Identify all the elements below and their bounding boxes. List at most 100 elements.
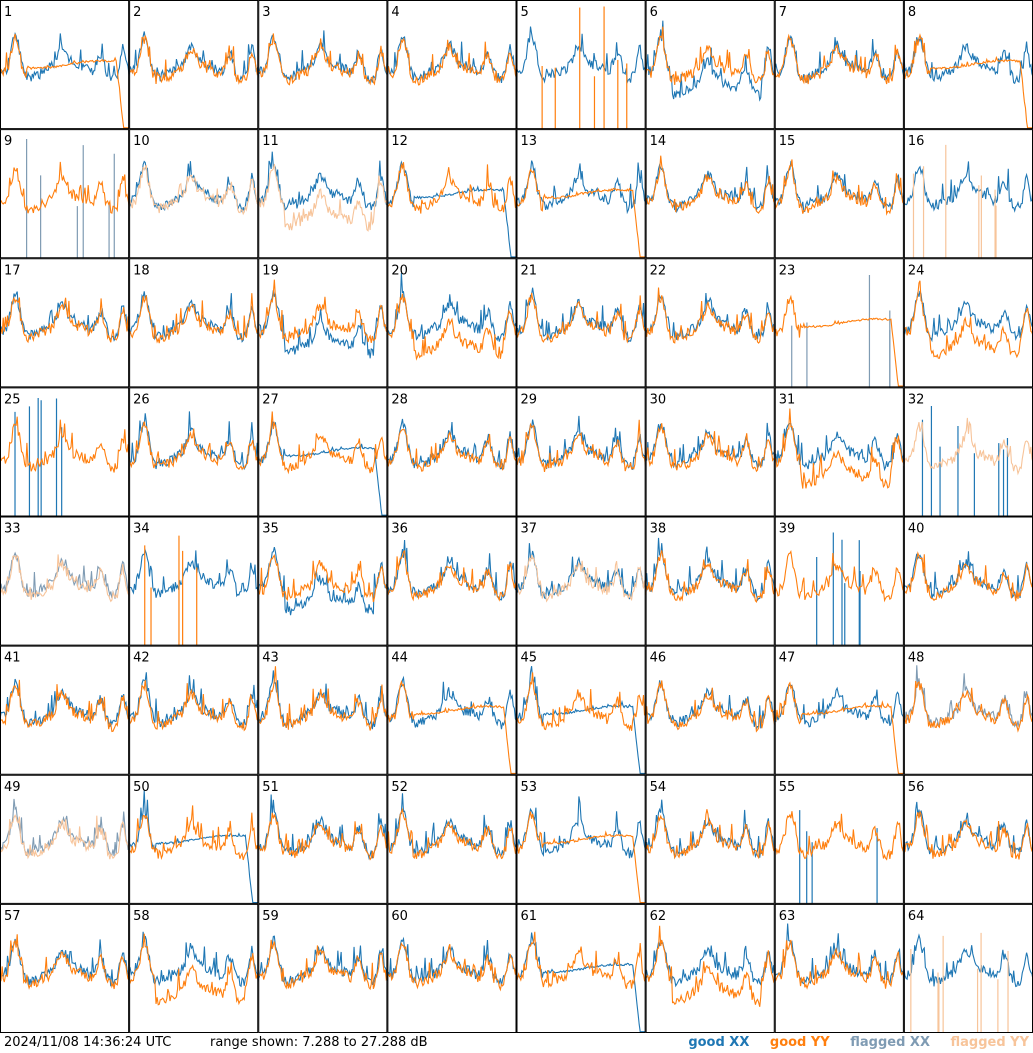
- series-yy-21: [516, 292, 646, 344]
- panel-label: 25: [4, 392, 21, 407]
- series-xx-14: [645, 163, 775, 214]
- panel-56: 56: [903, 774, 1033, 904]
- panel-border: [645, 903, 775, 1033]
- panel-label: 42: [133, 651, 150, 666]
- series-yy-30: [645, 423, 775, 473]
- panel-border: [129, 258, 259, 388]
- panel-border: [774, 645, 904, 775]
- panel-label: 40: [908, 522, 925, 537]
- series-xx-34: [129, 548, 259, 598]
- panel-11: 11: [258, 129, 388, 259]
- series-xx-45: [516, 666, 646, 774]
- panel-34: 34: [129, 516, 259, 646]
- panel-border: [645, 258, 775, 388]
- series-xx-19: [258, 290, 388, 359]
- panel-57: 57: [0, 903, 130, 1033]
- panel-21: 21: [516, 258, 646, 388]
- panel-22: 22: [645, 258, 775, 388]
- panel-label: 29: [521, 392, 538, 407]
- footer-bar: 2024/11/08 14:36:24 UTC range shown: 7.2…: [0, 1033, 1033, 1053]
- series-yy-19: [258, 279, 388, 344]
- series-xx-1: [0, 32, 130, 82]
- panel-label: 53: [521, 780, 538, 795]
- panel-border: [0, 774, 130, 904]
- panel-label: 61: [521, 909, 538, 924]
- panel-border: [129, 129, 259, 259]
- panel-label: 55: [779, 780, 796, 795]
- panel-label: 41: [4, 651, 21, 666]
- panel-label: 39: [779, 522, 796, 537]
- panel-label: 27: [262, 392, 279, 407]
- panel-17: 17: [0, 258, 130, 388]
- series-yy-59: [258, 939, 388, 991]
- panel-60: 60: [387, 903, 517, 1033]
- panel-1: 1: [0, 0, 130, 130]
- panel-12: 12: [387, 129, 517, 259]
- series-xx-31: [774, 423, 904, 472]
- panel-border: [129, 903, 259, 1033]
- panel-label: 3: [262, 5, 270, 20]
- panel-border: [516, 387, 646, 517]
- panel-37: 37: [516, 516, 646, 646]
- panel-label: 18: [133, 263, 150, 278]
- panel-border: [516, 0, 646, 130]
- series-yy-14: [645, 155, 775, 214]
- series-yy-57: [0, 934, 130, 990]
- panel-14: 14: [645, 129, 775, 259]
- series-yy-23: [774, 294, 904, 387]
- panel-border: [387, 129, 517, 259]
- panel-61: 61: [516, 903, 646, 1033]
- series-xx-62: [645, 939, 775, 988]
- panel-13: 13: [516, 129, 646, 259]
- panel-border: [258, 387, 388, 517]
- panel-border: [0, 258, 130, 388]
- panel-label: 4: [391, 5, 399, 20]
- series-xx-59: [258, 935, 388, 987]
- series-yy-27: [258, 411, 388, 475]
- panel-border: [258, 0, 388, 130]
- series-yy-8: [903, 33, 1033, 129]
- series-xx-4: [387, 36, 517, 83]
- panel-border: [0, 516, 130, 646]
- panel-label: 32: [908, 392, 925, 407]
- series-xx-50: [129, 790, 259, 904]
- panel-51: 51: [258, 774, 388, 904]
- series-yy-35: [258, 554, 388, 603]
- panel-27: 27: [258, 387, 388, 517]
- panel-31: 31: [774, 387, 904, 517]
- series-yy-9: [0, 161, 130, 214]
- series-yy-55: [774, 811, 904, 861]
- series-yy-25: [0, 416, 130, 473]
- series-yy-44: [387, 679, 517, 774]
- panel-label: 59: [262, 909, 279, 924]
- panel-10: 10: [129, 129, 259, 259]
- series-yy-41: [0, 679, 130, 733]
- series-yy-13: [516, 168, 646, 258]
- series-xx-52: [387, 793, 517, 857]
- series-yy-22: [645, 287, 775, 344]
- series-yy-15: [774, 159, 904, 216]
- panel-border: [387, 258, 517, 388]
- panel-label: 64: [908, 909, 925, 924]
- series-xx-20: [387, 273, 517, 342]
- panel-30: 30: [645, 387, 775, 517]
- series-xx-28: [387, 418, 517, 470]
- panel-28: 28: [387, 387, 517, 517]
- panel-3: 3: [258, 0, 388, 130]
- series-xx-38: [645, 537, 775, 602]
- series-xx-6: [645, 20, 775, 102]
- panel-border: [645, 387, 775, 517]
- panel-35: 35: [258, 516, 388, 646]
- panel-label: 12: [391, 134, 408, 149]
- panel-border: [387, 0, 517, 130]
- panel-23: 23: [774, 258, 904, 388]
- panel-label: 62: [650, 909, 667, 924]
- series-yy-29: [516, 419, 646, 472]
- panel-border: [129, 516, 259, 646]
- panel-8: 8: [903, 0, 1033, 130]
- panel-border: [516, 516, 646, 646]
- panel-label: 26: [133, 392, 150, 407]
- panel-label: 49: [4, 780, 21, 795]
- panel-label: 19: [262, 263, 279, 278]
- panel-border: [516, 774, 646, 904]
